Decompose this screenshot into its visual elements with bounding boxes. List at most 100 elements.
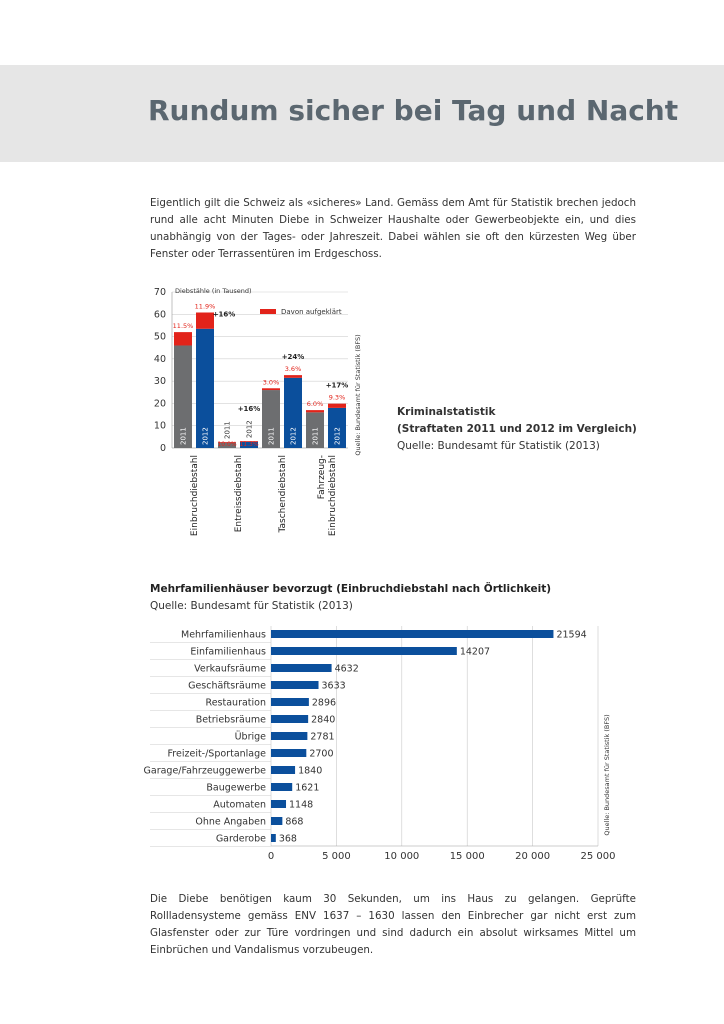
bar	[271, 749, 307, 757]
x-tick-label: 0	[268, 851, 274, 862]
bar	[271, 698, 309, 706]
value-label: 1148	[289, 800, 313, 811]
value-label: 21594	[556, 630, 586, 641]
y-tick-label: 50	[154, 332, 166, 343]
bar	[271, 817, 283, 825]
bar-segment	[240, 441, 258, 448]
bar	[271, 732, 308, 740]
caption-title: Kriminalstatistik	[397, 406, 496, 418]
y-tick-label: 30	[154, 376, 166, 387]
bar-category-label: 2011	[180, 427, 188, 445]
value-label: 2896	[312, 698, 336, 709]
chart-title: Mehrfamilienhäuser bevorzugt (Einbruchdi…	[150, 581, 551, 595]
chart-source: Quelle: Bundesamt für Statistik (BFS)	[354, 334, 362, 455]
x-tick-label: 25 000	[581, 851, 616, 862]
value-label: 2781	[310, 732, 334, 743]
bar-segment	[306, 412, 324, 448]
bar	[271, 647, 457, 655]
group-label: Entreissdiebstahl	[234, 455, 244, 532]
bar-segment	[196, 312, 214, 329]
bar	[271, 834, 276, 842]
legend-swatch	[260, 309, 276, 314]
bar	[271, 681, 319, 689]
y-tick-label: Garage/Fahrzeuggewerbe	[144, 766, 267, 777]
bar-segment	[328, 403, 346, 408]
y-tick-label: Garderobe	[216, 834, 266, 845]
bar-category-label: 2011	[268, 427, 276, 445]
bar-segment	[218, 441, 236, 443]
growth-label: +24%	[282, 353, 305, 361]
growth-label: +16%	[213, 311, 236, 319]
x-tick-label: 10 000	[384, 851, 419, 862]
group-label: Taschendiebstahl	[278, 455, 288, 534]
bar-category-label: 2012	[334, 427, 342, 445]
bar-category-label: 2012	[202, 427, 210, 445]
y-tick-label: 0	[160, 443, 166, 454]
x-tick-label: 5 000	[322, 851, 351, 862]
value-label: 2840	[311, 715, 335, 726]
intro-text: Eigentlich gilt die Schweiz als «sichere…	[150, 197, 636, 260]
growth-label: +17%	[326, 382, 349, 390]
value-label: 1621	[295, 783, 319, 794]
bar-segment	[306, 410, 324, 413]
value-label: 3633	[322, 681, 346, 692]
bar	[271, 800, 287, 808]
y-tick-label: 70	[154, 287, 166, 298]
bar-segment	[284, 375, 302, 378]
growth-label: +16%	[238, 405, 261, 413]
bar-segment	[174, 345, 192, 448]
page-title: Rundum sicher bei Tag und Nacht	[148, 94, 679, 127]
y-tick-label: Automaten	[213, 800, 266, 811]
rate-label: 9.3%	[329, 394, 346, 402]
outro-text: Die Diebe benötigen kaum 30 Sekunden, um…	[150, 893, 636, 956]
bar-category-label: 2011	[312, 427, 320, 445]
x-tick-label: 15 000	[450, 851, 485, 862]
rate-label: 10.0%	[217, 441, 236, 448]
value-label: 2700	[309, 749, 333, 760]
value-label: 14207	[460, 647, 490, 658]
bar-segment	[174, 332, 192, 346]
rate-label: 3.6%	[285, 365, 302, 373]
y-tick-label: Ohne Angaben	[195, 817, 266, 828]
caption-subtitle: (Straftaten 2011 und 2012 im Vergleich)	[397, 423, 637, 435]
rate-label: 11.5%	[173, 322, 194, 330]
group-label: Einbruchdiebstahl	[190, 455, 200, 536]
y-tick-label: Verkaufsräume	[194, 664, 266, 675]
y-tick-label: Betriebsräume	[196, 715, 266, 726]
group-label: Fahrzeug-Einbruchdiebstahl	[317, 455, 338, 536]
y-tick-label: 20	[154, 398, 166, 409]
y-axis-label: Diebstähle (in Tausend)	[175, 287, 252, 295]
y-tick-label: 40	[154, 354, 166, 365]
y-tick-label: Restauration	[206, 698, 266, 709]
bar-segment	[240, 441, 258, 442]
bar-category-label: 2012	[290, 427, 298, 445]
legend-label: Davon aufgeklärt	[281, 308, 342, 316]
y-tick-label: Baugewerbe	[206, 783, 266, 794]
bar-category-label: 2011	[224, 421, 232, 439]
y-tick-label: Übrige	[235, 732, 267, 743]
bar	[271, 630, 554, 638]
y-tick-label: 10	[154, 421, 166, 432]
value-label: 368	[279, 834, 297, 845]
bar-category-label: 2012	[246, 420, 254, 438]
bar	[271, 715, 309, 723]
bar-segment	[328, 407, 346, 448]
bar	[271, 783, 293, 791]
y-tick-label: Einfamilienhaus	[190, 647, 266, 658]
bar-segment	[284, 377, 302, 448]
bar-segment	[262, 388, 280, 391]
bar	[271, 664, 332, 672]
value-label: 1840	[298, 766, 322, 777]
rate-label: 3.0%	[263, 378, 280, 386]
bar-segment	[196, 328, 214, 448]
bar-segment	[262, 390, 280, 448]
value-label: 4632	[335, 664, 359, 675]
y-tick-label: Geschäftsräume	[188, 681, 266, 692]
bar	[271, 766, 296, 774]
y-tick-label: Mehrfamilienhaus	[181, 630, 266, 641]
header-band	[0, 65, 724, 162]
chart-source: Quelle: Bundesamt für Statistik (BFS)	[603, 714, 611, 835]
rate-label: 6.0%	[307, 400, 324, 408]
x-tick-label: 20 000	[515, 851, 550, 862]
